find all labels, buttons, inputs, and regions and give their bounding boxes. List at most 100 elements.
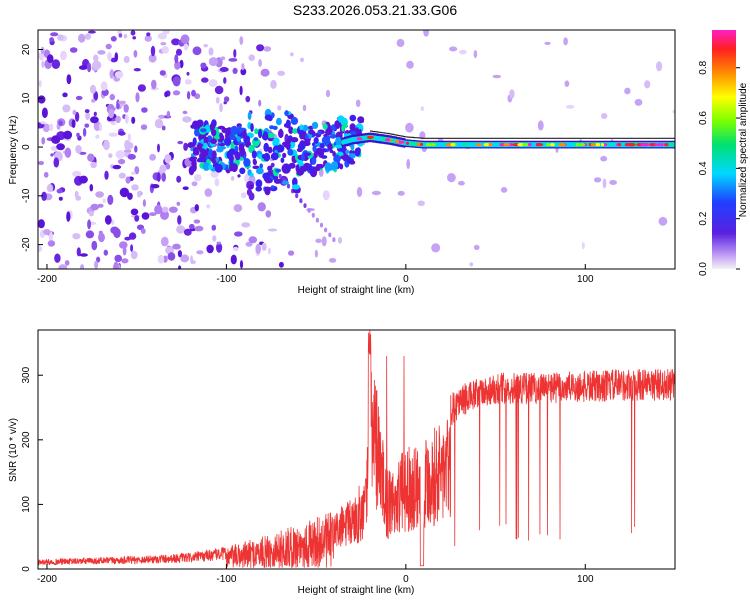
y-tick-label: 0 <box>21 566 32 572</box>
heatmap-noise-cell <box>300 57 304 63</box>
heatmap-noise-cell <box>69 47 78 53</box>
heatmap-peak-cell <box>630 143 636 147</box>
heatmap-noise-cell <box>89 84 97 94</box>
heatmap-noise-cell <box>241 222 251 228</box>
heatmap-noise-cell <box>38 95 46 104</box>
heatmap-ridge-cell <box>192 149 200 156</box>
heatmap-noise-cell <box>179 59 184 69</box>
heatmap-noise-cell <box>172 76 181 87</box>
heatmap-ridge-cell <box>287 137 291 145</box>
heatmap-ridge-cell <box>217 125 226 130</box>
heatmap-noise-cell <box>509 89 515 99</box>
heatmap-noise-cell <box>40 46 45 56</box>
heatmap-noise-cell <box>118 172 126 179</box>
heatmap-noise-cell <box>107 194 114 205</box>
heatmap-noise-cell <box>50 153 54 157</box>
heatmap-noise-cell <box>302 104 307 112</box>
heatmap-noise-cell <box>130 208 139 216</box>
heatmap-noise-cell <box>104 215 112 225</box>
heatmap-ridge-cell <box>291 184 300 190</box>
heatmap-noise-cell <box>406 158 411 170</box>
heatmap-ridge-cell <box>302 124 309 132</box>
heatmap-noise-cell <box>219 102 223 113</box>
heatmap-noise-cell <box>82 127 87 137</box>
heatmap-ridge-cell <box>237 125 242 135</box>
heatmap-peak-cell <box>356 137 363 141</box>
heatmap-noise-cell <box>204 188 213 197</box>
chart-title: S233.2026.053.21.33.G06 <box>292 2 458 18</box>
heatmap-noise-cell <box>196 250 204 255</box>
heatmap-ridge-cell <box>192 137 197 146</box>
heatmap-noise-cell <box>322 190 330 201</box>
heatmap-noise-cell <box>123 149 132 153</box>
heatmap-ridge-cell <box>281 180 289 185</box>
heatmap-noise-cell <box>644 80 651 89</box>
heatmap-noise-cell <box>154 118 164 129</box>
heatmap-ridge-cell <box>317 131 322 135</box>
heatmap-secondary-trace-cell <box>299 198 303 204</box>
heatmap-ridge-cell <box>300 153 305 162</box>
heatmap-noise-cell <box>130 30 136 36</box>
heatmap-noise-cell <box>91 98 96 103</box>
heatmap-noise-cell <box>215 96 220 104</box>
heatmap-noise-cell <box>103 249 109 256</box>
heatmap-noise-cell <box>74 111 80 122</box>
heatmap-secondary-trace-cell <box>319 222 324 228</box>
x-tick-label: 0 <box>403 574 409 585</box>
heatmap-noise-cell <box>192 46 202 56</box>
heatmap-ridge-cell <box>215 157 220 162</box>
heatmap-noise-cell <box>78 65 88 70</box>
colorbar-tick-label: 0.4 <box>698 161 709 175</box>
heatmap-ridge-cell <box>214 163 223 173</box>
heatmap-noise-cell <box>144 35 152 42</box>
heatmap-ridge-cell <box>257 153 262 159</box>
heatmap-noise-cell <box>131 184 139 191</box>
heatmap-secondary-trace-cell <box>328 232 332 238</box>
heatmap-ridge-cell <box>288 113 294 119</box>
heatmap-noise-cell <box>157 254 165 264</box>
heatmap-noise-cell <box>93 54 99 63</box>
x-tick-label: -100 <box>216 274 236 285</box>
heatmap-noise-cell <box>91 240 98 251</box>
heatmap-noise-cell <box>112 164 122 170</box>
heatmap-ridge-cell <box>285 119 290 129</box>
heatmap-noise-cell <box>457 180 465 186</box>
heatmap-noise-cell <box>183 142 189 151</box>
heatmap-noise-cell <box>150 184 160 189</box>
heatmap-ridge-cell <box>255 186 262 192</box>
y-tick-label: -20 <box>21 237 32 252</box>
heatmap-noise-cell <box>117 131 126 136</box>
heatmap-noise-cell <box>56 188 63 194</box>
heatmap-noise-cell <box>79 151 87 155</box>
heatmap-noise-cell <box>220 56 226 60</box>
heatmap-noise-cell <box>56 143 65 151</box>
heatmap-noise-cell <box>149 212 157 217</box>
heatmap-noise-cell <box>228 58 238 62</box>
heatmap-noise-cell <box>161 206 169 213</box>
heatmap-ridge-cell <box>211 129 217 137</box>
heatmap-ridge-cell <box>209 122 216 132</box>
heatmap-noise-cell <box>321 236 327 247</box>
heatmap-noise-cell <box>223 77 227 84</box>
heatmap-noise-cell <box>191 89 196 97</box>
heatmap-noise-cell <box>49 37 54 43</box>
heatmap-noise-cell <box>265 210 272 218</box>
heatmap-peak-cell <box>503 143 510 147</box>
heatmap-noise-cell <box>417 200 425 207</box>
heatmap-ridge-cell <box>190 124 197 129</box>
heatmap-noise-cell <box>544 41 551 46</box>
heatmap-ridge-cell <box>255 179 263 188</box>
snr-y-axis-label: SNR (10 * v/v) <box>8 418 19 482</box>
heatmap-noise-cell <box>110 219 115 225</box>
heatmap-noise-cell <box>609 180 617 185</box>
heatmap-ridge-cell <box>324 162 332 172</box>
heatmap-ridge-cell <box>346 156 352 164</box>
heatmap-noise-cell <box>223 96 230 103</box>
heatmap-noise-cell <box>248 54 255 61</box>
heatmap-noise-cell <box>656 61 663 72</box>
heatmap-ridge-cell <box>267 165 273 172</box>
heatmap-ridge-cell <box>203 142 208 150</box>
heatmap-noise-cell <box>164 154 172 164</box>
heatmap-ridge-cell <box>263 142 270 152</box>
heatmap-ridge-cell <box>252 159 257 166</box>
